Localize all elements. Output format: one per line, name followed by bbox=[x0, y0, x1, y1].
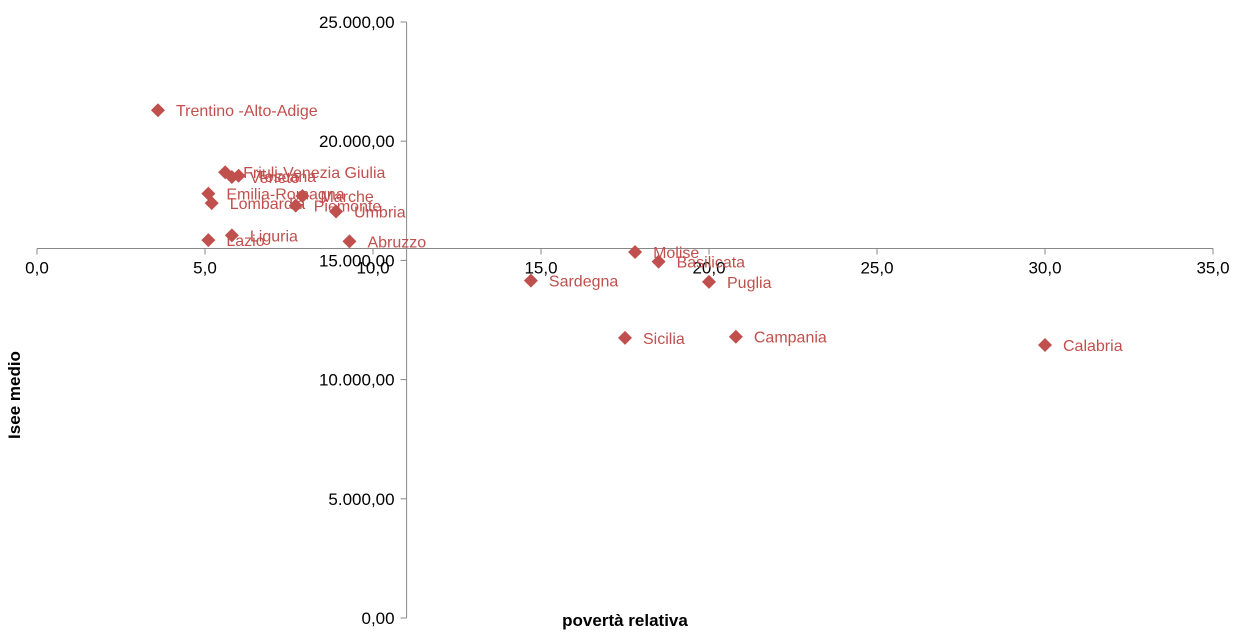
data-label: Campania bbox=[754, 330, 827, 347]
x-tick-label: 0,0 bbox=[25, 258, 49, 277]
data-label: Abruzzo bbox=[367, 234, 426, 251]
data-points bbox=[150, 103, 1052, 353]
data-label: Lazio bbox=[226, 233, 264, 250]
data-point bbox=[150, 103, 165, 118]
y-tick-label: 25.000,00 bbox=[319, 13, 395, 32]
data-point bbox=[288, 198, 303, 213]
y-axis-title: Isee medio bbox=[5, 351, 24, 439]
y-ticks: 0,00 5.000,00 10.000,00 15.000,00 20.000,00 2… bbox=[319, 13, 407, 628]
data-point bbox=[329, 204, 344, 219]
x-tick-label: 35,0 bbox=[1196, 258, 1229, 277]
data-point bbox=[618, 330, 632, 345]
data-point bbox=[204, 196, 219, 211]
y-tick-label: 5.000,00 bbox=[328, 490, 394, 509]
y-tick-label: 15.000,00 bbox=[319, 251, 395, 270]
data-label: Sardegna bbox=[549, 274, 618, 291]
data-label: Puglia bbox=[727, 275, 772, 292]
x-axis-title: povertà relativa bbox=[562, 611, 688, 630]
data-point bbox=[628, 245, 643, 260]
y-tick-label: 0,00 bbox=[362, 609, 395, 628]
x-tick-label: 5,0 bbox=[193, 258, 217, 277]
data-label: Friuli-Venezia Giulia bbox=[243, 165, 385, 182]
data-point bbox=[1038, 338, 1052, 353]
x-tick-label: 20,0 bbox=[692, 258, 725, 277]
data-point bbox=[231, 168, 246, 183]
data-label: Veneto bbox=[250, 170, 300, 187]
data-labels: Trentino -Alto-Adige Friuli-Venezia Giuli… bbox=[176, 103, 1123, 355]
data-point bbox=[201, 233, 216, 248]
data-label: Emilia-Romagna bbox=[226, 187, 344, 204]
data-point bbox=[651, 254, 666, 269]
y-tick-label: 10.000,00 bbox=[319, 371, 395, 390]
y-tick-label: 20.000,00 bbox=[319, 132, 395, 151]
data-label: Calabria bbox=[1063, 338, 1123, 355]
data-point bbox=[295, 189, 310, 204]
data-label: Molise bbox=[653, 245, 699, 262]
x-tick-label: 30,0 bbox=[1028, 258, 1061, 277]
data-label: Trentino -Alto-Adige bbox=[176, 103, 318, 120]
data-label: Liguria bbox=[250, 228, 298, 245]
x-tick-label: 10,0 bbox=[356, 258, 389, 277]
data-label: Sicilia bbox=[643, 331, 685, 348]
data-label: Piemonte bbox=[314, 199, 382, 216]
data-point bbox=[702, 274, 716, 289]
axes: 0,0 5,0 10,0 15,0 20,0 25,0 30,0 35,0 0,00 5.000… bbox=[25, 13, 1229, 628]
data-point bbox=[523, 273, 538, 288]
x-tick-label: 15,0 bbox=[524, 258, 557, 277]
data-label: Basilicata bbox=[677, 255, 746, 272]
data-point bbox=[728, 329, 743, 344]
data-label: Toscana bbox=[257, 169, 317, 186]
data-point bbox=[224, 228, 239, 243]
data-label: Umbria bbox=[354, 205, 406, 222]
data-point bbox=[342, 234, 357, 249]
data-label: Lombardia bbox=[230, 196, 306, 213]
data-label: Marche bbox=[320, 189, 373, 206]
x-ticks: 0,0 5,0 10,0 15,0 20,0 25,0 30,0 35,0 bbox=[25, 248, 1230, 277]
x-tick-label: 25,0 bbox=[860, 258, 893, 277]
